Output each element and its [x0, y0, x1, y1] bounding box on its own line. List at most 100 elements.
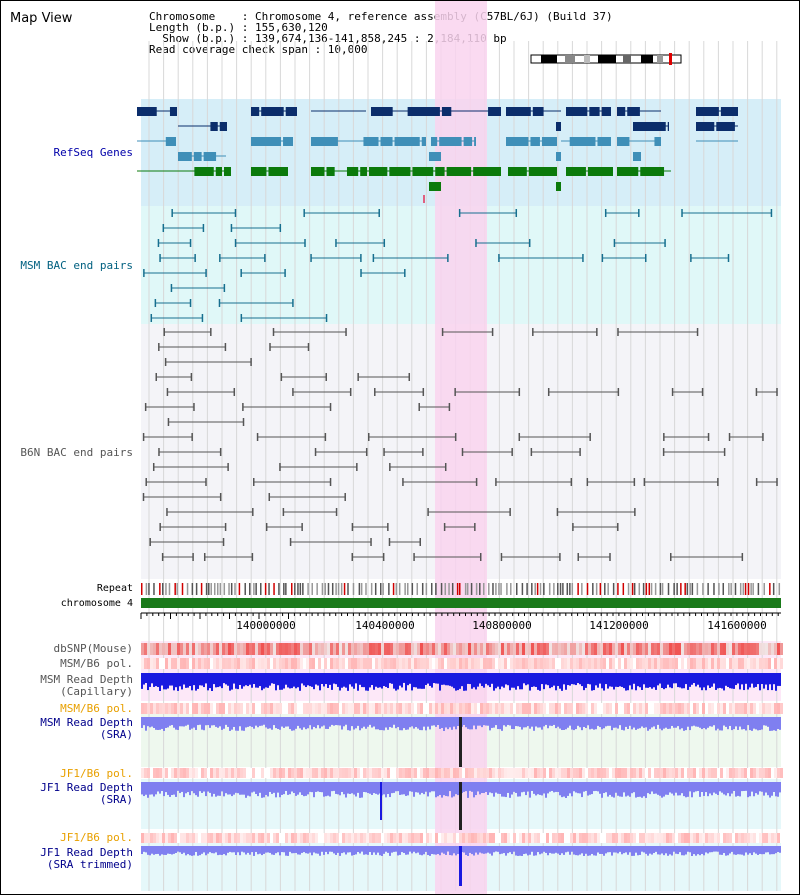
jf1-pol-strip: [375, 768, 378, 778]
jf1-trim-depth-bar: [469, 846, 471, 853]
jf1-pol2-strip: [279, 833, 282, 843]
msm-cap-depth-bar: [771, 673, 773, 691]
msm-sra-depth-bar: [509, 717, 511, 726]
refseq-genes-label[interactable]: RefSeq Genes: [53, 146, 133, 159]
msm-pol2-strip: [654, 703, 657, 714]
jf1-pol-strip: [693, 768, 696, 778]
msm-pol-strip: [480, 658, 483, 669]
msm-pol2-strip: [441, 703, 444, 714]
b6n-bac-label[interactable]: B6N BAC end pairs: [20, 446, 133, 459]
msm-cap-depth-bar: [315, 673, 317, 685]
jf1-pol-strip: [198, 768, 201, 778]
jf1-trim-depth-bar: [341, 846, 343, 854]
msm-pol2-strip: [735, 703, 738, 714]
msm-pol2-strip: [402, 703, 405, 714]
jf1-pol-strip: [378, 768, 381, 778]
msm-sra-depth-bar: [417, 717, 419, 729]
msm-pol2-strip: [378, 703, 381, 714]
dbsnp-strip: [264, 643, 267, 655]
msm-cap-depth-bar: [741, 673, 743, 685]
repeat-mark: [365, 583, 367, 595]
jf1-trim-depth-bar: [439, 846, 441, 856]
dbsnp-strip: [639, 643, 642, 655]
jf1-pol2-strip: [777, 833, 780, 843]
dbsnp-strip: [765, 643, 768, 655]
jf1-sra-depth-bar: [467, 782, 469, 798]
dbsnp-strip: [555, 643, 558, 655]
msm-cap-depth-bar: [409, 673, 411, 684]
jf1-sra-depth-bar: [445, 782, 447, 797]
dbsnp-strip: [213, 643, 216, 655]
jf1-pol2-strip: [363, 833, 366, 843]
dbsnp-strip: [321, 643, 324, 655]
jf1-pol-strip: [372, 768, 375, 778]
jf1-trim-depth-bar: [153, 846, 155, 855]
msm-cap-depth-bar: [165, 673, 167, 690]
jf1-sra-depth-bar: [693, 782, 695, 793]
msm-pol-strip: [258, 658, 261, 669]
msm-pol-strip: [315, 658, 318, 669]
jf1-pol-strip: [249, 768, 252, 778]
msm-cap-depth-bar: [531, 673, 533, 688]
dbsnp-strip: [774, 643, 777, 655]
repeat-mark: [352, 583, 355, 595]
msm-pol2-strip: [546, 703, 549, 714]
msm-pol2-strip: [696, 703, 699, 714]
msm-pol2-strip: [144, 703, 147, 714]
msm-cap-depth-bar: [579, 673, 581, 685]
msm-sra-depth-bar: [247, 717, 249, 727]
msm-pol-strip: [453, 658, 456, 669]
jf1-pol-strip: [450, 768, 453, 778]
gene-exon: [441, 107, 452, 116]
jf1-trim-depth-bar: [743, 846, 745, 856]
jf1-sra-depth-bar: [447, 782, 449, 797]
jf1-sra-depth-bar: [367, 782, 369, 794]
jf1-sra-depth-bar: [201, 782, 203, 793]
jf1-trim-depth-bar: [477, 846, 479, 855]
jf1-trim-depth-bar: [279, 846, 281, 856]
jf1-trim-depth-bar: [425, 846, 427, 852]
msm-pol2-strip: [570, 703, 573, 714]
dbsnp-strip: [417, 643, 420, 655]
jf1-sra-depth-bar: [587, 782, 589, 796]
jf1-trim-depth-bar: [367, 846, 369, 855]
msm-cap-depth-bar: [567, 673, 569, 686]
msm-cap-depth-bar: [343, 673, 345, 687]
dbsnp-strip: [255, 643, 258, 655]
msm-sra-depth-bar: [757, 717, 759, 731]
repeat-mark: [648, 583, 651, 595]
msm-cap-depth-bar: [291, 673, 293, 689]
jf1-pol2-strip: [558, 833, 561, 843]
jf1-trim-depth-bar: [639, 846, 641, 855]
dbsnp-strip: [327, 643, 330, 655]
msm-sra-depth-bar: [541, 717, 543, 730]
repeat-mark: [466, 583, 469, 595]
jf1-sra-depth-bar: [185, 782, 187, 794]
dbsnp-strip: [405, 643, 408, 655]
jf1-trim-depth-bar: [701, 846, 703, 854]
msm-sra-depth-bar: [457, 717, 459, 727]
jf1-sra-depth-bar: [595, 782, 597, 791]
msm-cap-depth-bar: [547, 673, 549, 686]
msm-pol-strip: [222, 658, 225, 669]
msm-cap-depth-bar: [361, 673, 363, 688]
msm-cap-depth-bar: [551, 673, 553, 688]
msm-pol-strip: [726, 658, 729, 669]
jf1-pol2-strip: [387, 833, 390, 843]
jf1-pol2-strip: [615, 833, 618, 843]
ideogram-band: [584, 55, 590, 63]
msm-cap-depth-bar: [483, 673, 485, 688]
jf1-pol2-strip: [660, 833, 663, 843]
msm-pol-strip: [570, 658, 573, 669]
msm-bac-label[interactable]: MSM BAC end pairs: [20, 259, 133, 272]
msm-pol-strip: [444, 658, 447, 669]
jf1-sra-depth-bar: [725, 782, 727, 796]
msm-pol2-strip: [192, 703, 195, 714]
msm-pol2-strip: [582, 703, 585, 714]
msm-cap-depth-bar: [225, 673, 227, 685]
dbsnp-strip: [489, 643, 492, 655]
repeat-mark: [510, 583, 512, 595]
jf1-pol-strip: [636, 768, 639, 778]
msm-pol-strip: [699, 658, 702, 669]
